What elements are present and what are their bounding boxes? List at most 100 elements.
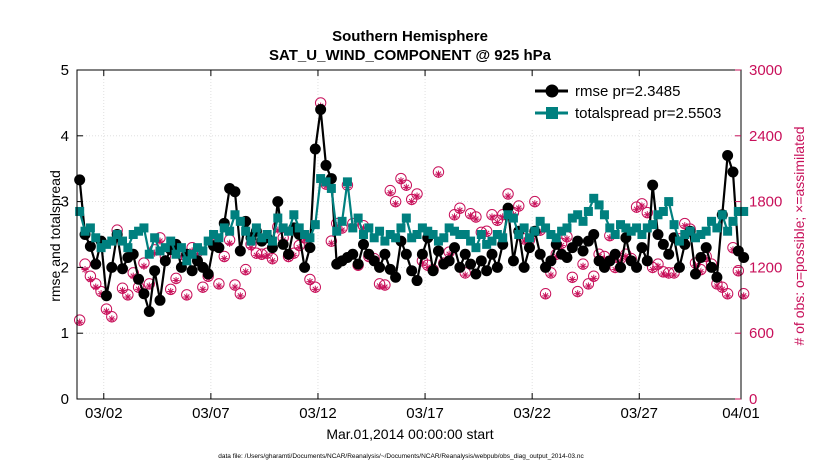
totalspread-point — [332, 226, 342, 236]
y-right-tick-label: 1800 — [749, 194, 782, 211]
rmse-point — [347, 248, 359, 260]
obs-assimilated-point — [531, 200, 539, 208]
totalspread-point — [471, 243, 481, 253]
totalspread-point — [75, 206, 85, 216]
rmse-point — [315, 103, 327, 115]
totalspread-point — [230, 210, 240, 220]
totalspread-point — [310, 220, 320, 230]
obs-assimilated-point — [654, 262, 662, 270]
rmse-point — [277, 238, 289, 250]
rmse-point — [186, 265, 198, 277]
totalspread-point — [305, 233, 315, 243]
totalspread-point — [337, 216, 347, 226]
totalspread-point — [674, 236, 684, 246]
obs-assimilated-point — [226, 239, 234, 247]
totalspread-point — [262, 230, 272, 239]
totalspread-point — [369, 233, 379, 243]
totalspread-point — [466, 236, 476, 246]
rmse-point — [518, 261, 530, 273]
totalspread-point — [433, 236, 443, 246]
totalspread-point — [187, 249, 197, 259]
totalspread-point — [450, 226, 460, 236]
y-tick-label: 3 — [61, 194, 69, 211]
totalspread-point — [155, 246, 165, 256]
totalspread-point — [284, 226, 294, 236]
legend-spread-marker — [546, 107, 558, 119]
obs-assimilated-point — [488, 213, 496, 221]
obs-assimilated-point — [199, 285, 207, 293]
obs-assimilated-point — [563, 235, 571, 243]
rmse-point — [272, 196, 284, 208]
obs-assimilated-point — [220, 255, 228, 263]
totalspread-point — [551, 233, 561, 243]
rmse-point — [523, 242, 535, 254]
plot-frame — [76, 69, 742, 400]
rmse-point — [706, 261, 718, 273]
obs-assimilated-point — [670, 271, 678, 279]
totalspread-point — [642, 223, 652, 233]
obs-assimilated-point — [242, 268, 250, 276]
x-tick-label: 03/27 — [620, 405, 658, 422]
rmse-point — [309, 143, 321, 155]
y-right-tick-label: 0 — [749, 391, 757, 408]
totalspread-point — [664, 197, 674, 207]
totalspread-point — [150, 233, 160, 243]
totalspread-point — [219, 223, 229, 233]
obs-assimilated-point — [466, 212, 475, 220]
totalspread-point — [728, 216, 738, 226]
totalspread-point — [128, 230, 138, 239]
totalspread-point — [632, 223, 642, 233]
obs-assimilated-point — [472, 215, 480, 223]
totalspread-point — [546, 230, 556, 239]
rmse-point — [138, 288, 150, 300]
rmse-point — [577, 245, 589, 257]
y-axis-right-label: # of obs: o=possible; ×=assimilated — [791, 126, 807, 345]
totalspread-point — [380, 236, 390, 246]
rmse-point — [689, 268, 701, 280]
obs-assimilated-point — [713, 282, 721, 290]
rmse-point — [352, 258, 364, 270]
obs-assimilated-point — [102, 307, 111, 315]
totalspread-point — [300, 230, 310, 239]
totalspread-point — [616, 220, 626, 230]
rmse-point — [320, 159, 332, 171]
rmse-point — [357, 238, 369, 250]
totalspread-point — [423, 226, 433, 236]
y-tick-label: 0 — [61, 391, 69, 408]
rmse-point — [459, 248, 471, 260]
totalspread-point — [85, 223, 95, 233]
rmse-point — [561, 252, 573, 264]
totalspread-point — [733, 206, 743, 216]
obs-assimilated-point — [140, 262, 148, 270]
totalspread-point — [487, 236, 497, 246]
rmse-point — [663, 248, 675, 260]
totalspread-point — [289, 210, 299, 220]
totalspread-point — [257, 233, 267, 243]
totalspread-point — [182, 256, 192, 266]
obs-assimilated-point — [456, 206, 464, 214]
totalspread-point — [562, 223, 572, 233]
legend-spread-label: totalspread pr=2.5503 — [575, 105, 721, 122]
rmse-point — [84, 240, 96, 252]
rmse-point — [722, 150, 734, 162]
obs-assimilated-point — [236, 292, 244, 300]
obs-assimilated-point — [172, 276, 180, 285]
totalspread-point — [101, 239, 111, 249]
x-tick-label: 03/02 — [85, 405, 123, 422]
rmse-point — [700, 242, 712, 254]
obs-assimilated-point — [450, 213, 459, 221]
totalspread-point — [80, 226, 90, 236]
totalspread-point — [171, 249, 181, 259]
rmse-point — [159, 255, 171, 267]
rmse-point — [572, 235, 584, 247]
totalspread-point — [112, 230, 122, 239]
totalspread-point — [524, 233, 534, 243]
totalspread-point — [251, 223, 261, 233]
obs-assimilated-point — [638, 202, 646, 210]
obs-assimilated-point — [515, 204, 523, 212]
obs-assimilated-point — [574, 290, 582, 298]
totalspread-point — [278, 223, 288, 233]
totalspread-point — [407, 233, 417, 243]
rmse-point — [74, 174, 86, 186]
totalspread-point — [144, 249, 154, 259]
